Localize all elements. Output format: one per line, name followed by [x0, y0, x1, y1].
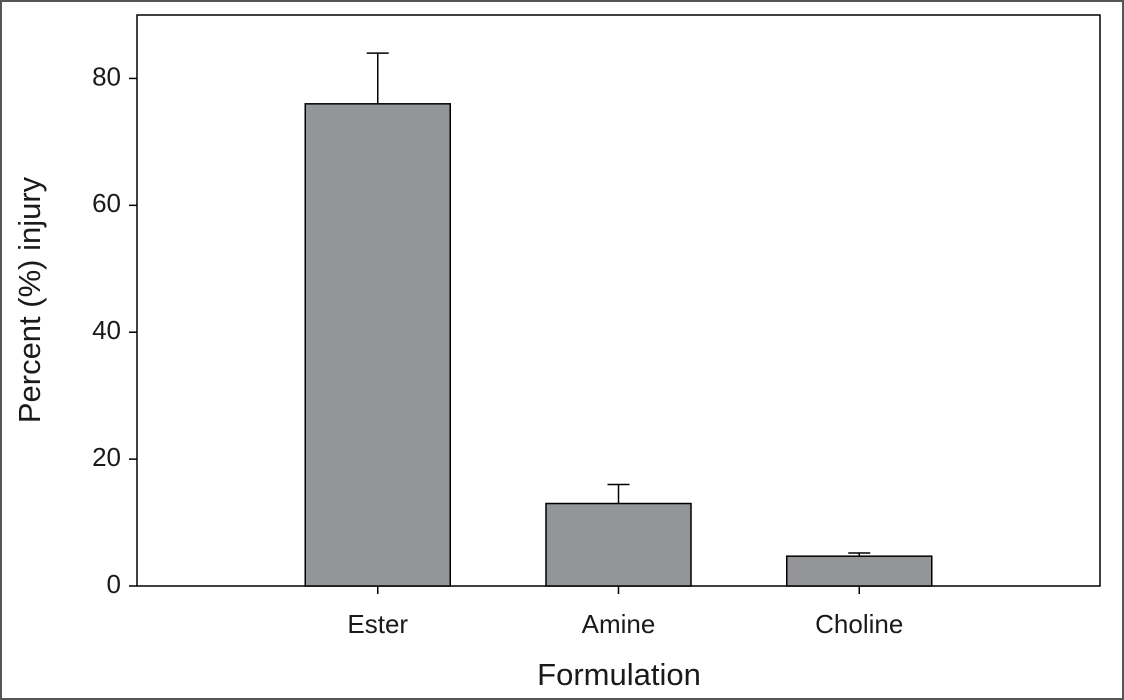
x-tick-label: Amine [582, 609, 656, 639]
y-tick-label: 60 [92, 188, 121, 218]
x-axis-title: Formulation [537, 657, 701, 692]
y-axis-title: Percent (%) injury [12, 176, 47, 423]
bar [786, 555, 933, 587]
x-tick-label: Choline [815, 609, 903, 639]
y-tick-label: 0 [107, 569, 121, 599]
y-tick-label: 80 [92, 61, 121, 91]
y-tick-label: 40 [92, 315, 121, 345]
x-tick-label: Ester [347, 609, 408, 639]
y-tick-label: 20 [92, 442, 121, 472]
bar [304, 103, 451, 587]
bar [545, 502, 692, 587]
